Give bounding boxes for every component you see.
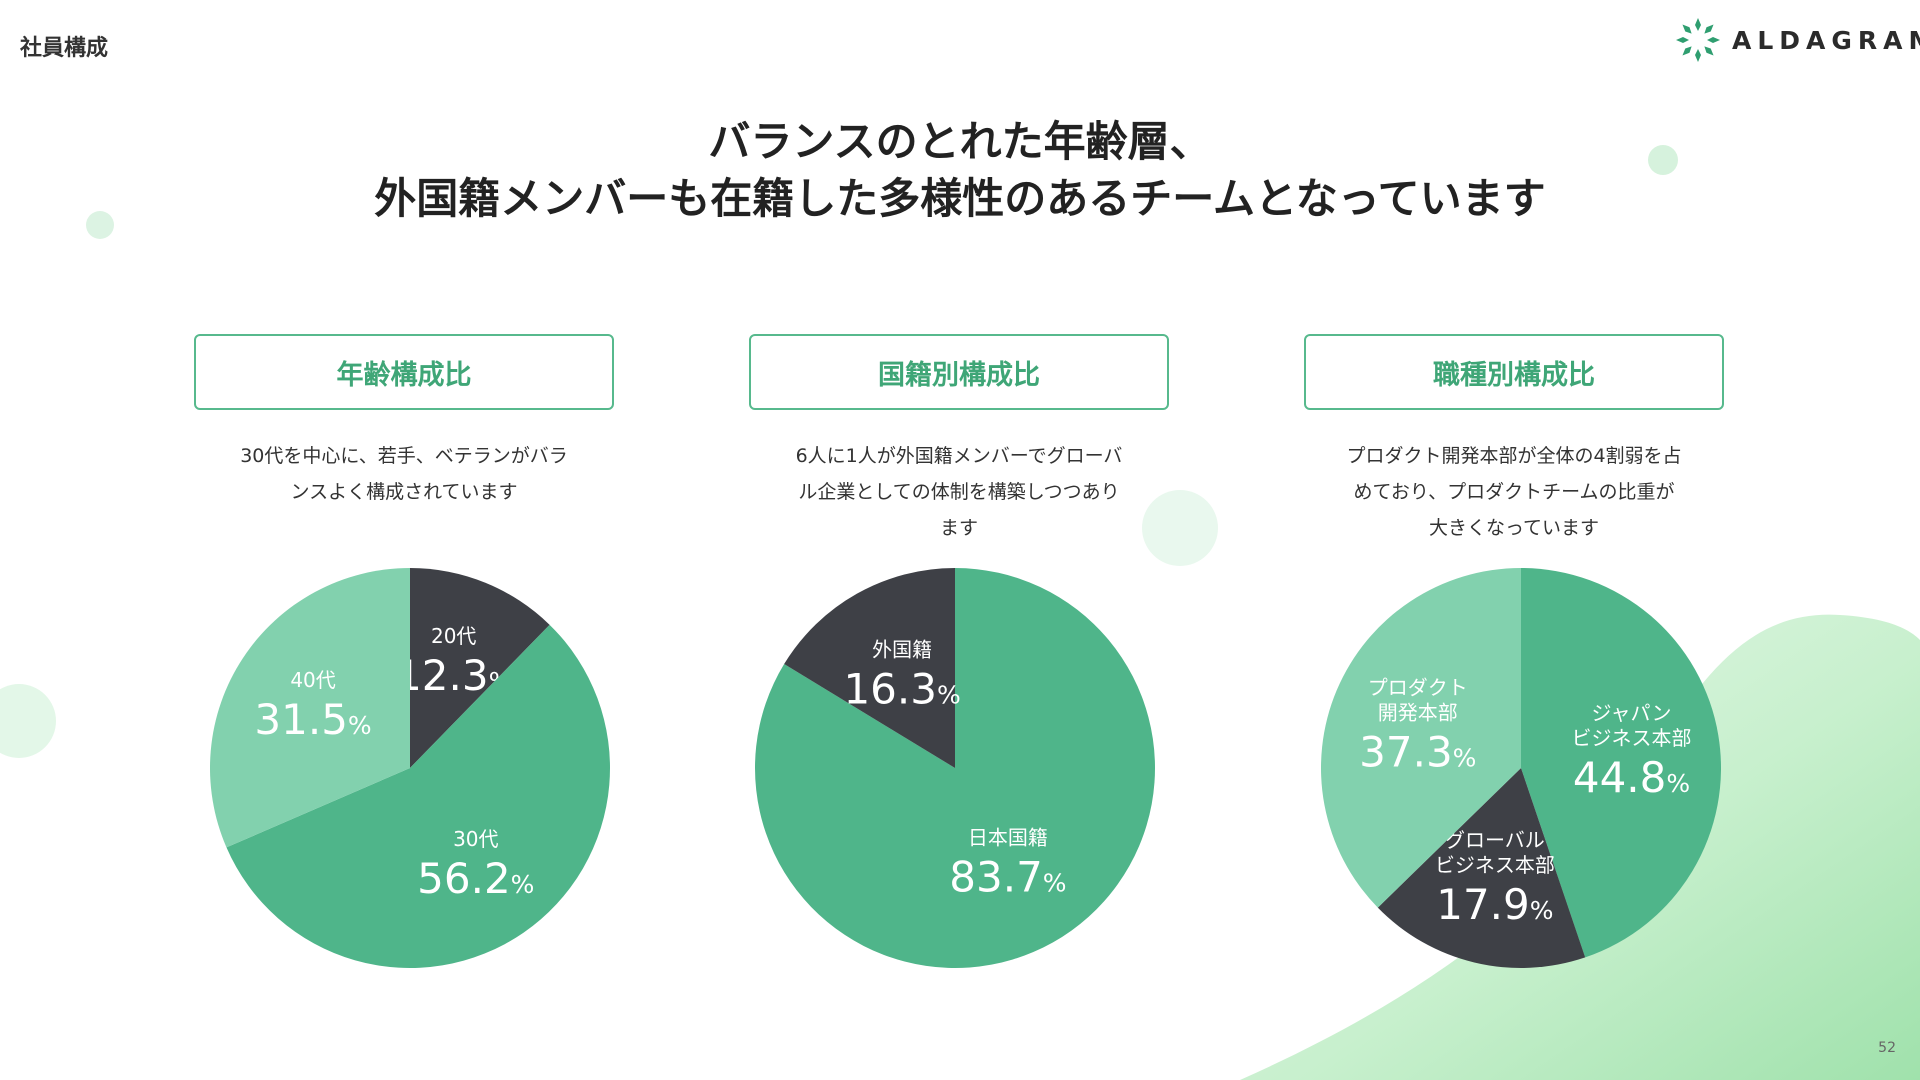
desc-line: 6人に1人が外国籍メンバーでグローバ <box>795 445 1123 467</box>
pie-slice <box>226 624 610 969</box>
slice-name-label: 40代 <box>290 668 335 692</box>
card-desc-age: 30代を中心に、若手、ベテランがバラ ンスよく構成されています <box>184 438 624 510</box>
slice-name-label: 外国籍 <box>872 637 932 661</box>
desc-line: プロダクト開発本部が全体の4割弱を占 <box>1346 445 1682 467</box>
desc-line: めており、プロダクトチームの比重が <box>1353 481 1675 503</box>
brand-name: ALDAGRAM <box>1732 25 1920 55</box>
slice-value-label: 56.2% <box>417 854 534 903</box>
pie-slice <box>1377 768 1586 968</box>
pie-slice <box>784 568 955 768</box>
slice-name-label: 20代 <box>431 624 476 648</box>
headline-line-1: バランスのとれた年齢層、 <box>708 117 1212 166</box>
pie-slice <box>1521 568 1721 958</box>
desc-line: ます <box>939 517 978 539</box>
slice-name-label: 日本国籍 <box>968 826 1048 850</box>
card-title-nationality: 国籍別構成比 <box>749 334 1169 410</box>
pie-slice <box>1321 568 1521 908</box>
headline: バランスのとれた年齢層、 外国籍メンバーも在籍した多様性のあるチームとなっていま… <box>0 113 1920 227</box>
card-title-age: 年齢構成比 <box>194 334 614 410</box>
card-desc-nationality: 6人に1人が外国籍メンバーでグローバ ル企業としての体制を構築しつつあり ます <box>739 438 1179 546</box>
decor-bubble <box>1142 490 1218 566</box>
card-desc-job-type: プロダクト開発本部が全体の4割弱を占 めており、プロダクトチームの比重が 大きく… <box>1294 438 1734 546</box>
desc-line: ル企業としての体制を構築しつつあり <box>798 481 1120 503</box>
headline-line-2: 外国籍メンバーも在籍した多様性のあるチームとなっています <box>374 174 1546 223</box>
page-number: 52 <box>1878 1040 1896 1056</box>
section-label: 社員構成 <box>20 36 109 61</box>
desc-line: 大きくなっています <box>1428 517 1600 539</box>
desc-line: ンスよく構成されています <box>290 481 518 503</box>
card-title-job-type: 職種別構成比 <box>1304 334 1724 410</box>
pie-slice <box>210 568 410 848</box>
slice-name-label: ジャパンビジネス本部 <box>1572 701 1692 750</box>
slice-name-label: 30代 <box>453 827 498 851</box>
aldagram-logo-icon <box>1676 18 1720 62</box>
brand-logo: ALDAGRAM <box>1674 16 1920 64</box>
decor-bubble <box>86 211 114 239</box>
slice-name-label: グローバルビジネス本部 <box>1435 828 1555 877</box>
pie-chart-job-type: ジャパンビジネス本部44.8%グローバルビジネス本部17.9%プロダクト開発本部… <box>1321 568 1721 968</box>
slice-name-label: プロダクト開発本部 <box>1368 675 1468 724</box>
desc-line: 30代を中心に、若手、ベテランがバラ <box>240 445 568 467</box>
decor-bubble <box>1648 145 1678 175</box>
pie-slice <box>410 568 550 768</box>
